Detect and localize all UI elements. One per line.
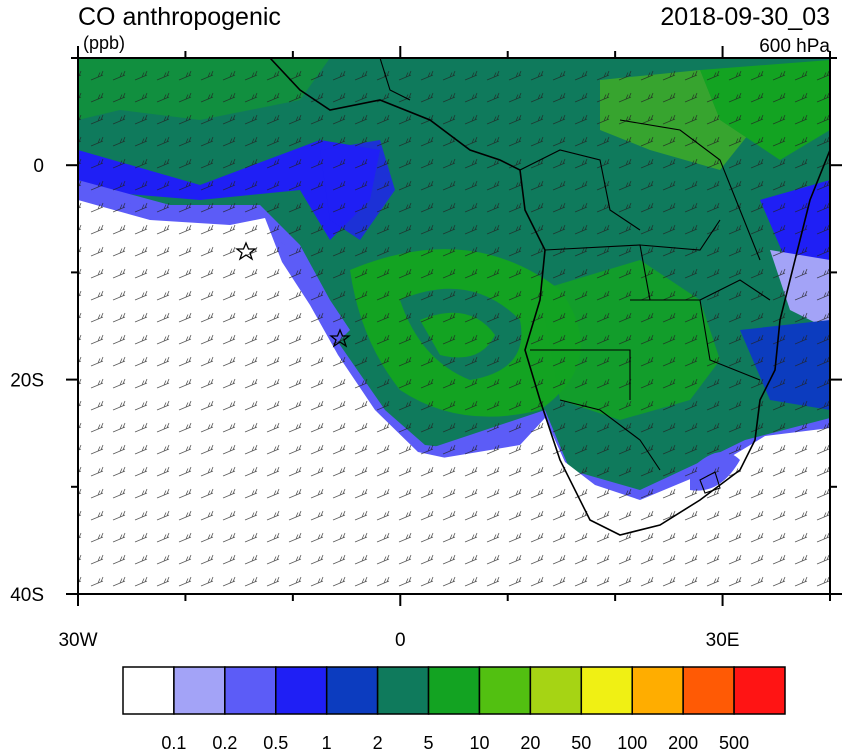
units: (ppb) (83, 33, 125, 53)
colorbar-swatch (580, 666, 633, 715)
colorbar-swatch (478, 666, 532, 715)
y-tick-label: 40S (10, 585, 44, 606)
colorbar-label: 2 (373, 733, 383, 750)
colorbar-swatch (376, 666, 430, 715)
colorbar-swatch (427, 666, 481, 715)
colorbar-label: 20 (520, 733, 540, 750)
colorbar-label: 1 (322, 733, 332, 750)
colorbar-swatch (682, 666, 735, 715)
colorbar-swatch (122, 666, 175, 715)
colorbar-swatch (733, 666, 786, 715)
colorbar-label: 5 (424, 733, 434, 750)
x-tick-label: 0 (395, 630, 406, 651)
x-tick-label: 30W (58, 630, 97, 651)
colorbar-swatch (173, 666, 226, 715)
level: 600 hPa (759, 36, 830, 57)
colorbar-label: 0.5 (263, 733, 288, 750)
y-tick-label: 0 (33, 156, 44, 177)
map-frame (77, 57, 831, 595)
colorbar-swatch (631, 666, 684, 715)
colorbar-label: 0.1 (161, 733, 186, 750)
date: 2018-09-30_03 (660, 3, 830, 31)
y-tick-label: 20S (10, 371, 44, 392)
colorbar-label: 100 (617, 733, 647, 750)
colorbar-label: 500 (719, 733, 749, 750)
title: CO anthropogenic (78, 3, 281, 31)
colorbar-swatch (325, 666, 379, 715)
colorbar-label: 0.2 (212, 733, 237, 750)
x-tick-label: 30E (706, 630, 740, 651)
colorbar-swatch (224, 666, 277, 715)
map-field (78, 58, 830, 594)
colorbar-label: 200 (668, 733, 698, 750)
colorbar-label: 10 (469, 733, 489, 750)
colorbar-swatch (529, 666, 583, 715)
colorbar-swatch (275, 666, 328, 715)
colorbar-label: 50 (571, 733, 591, 750)
